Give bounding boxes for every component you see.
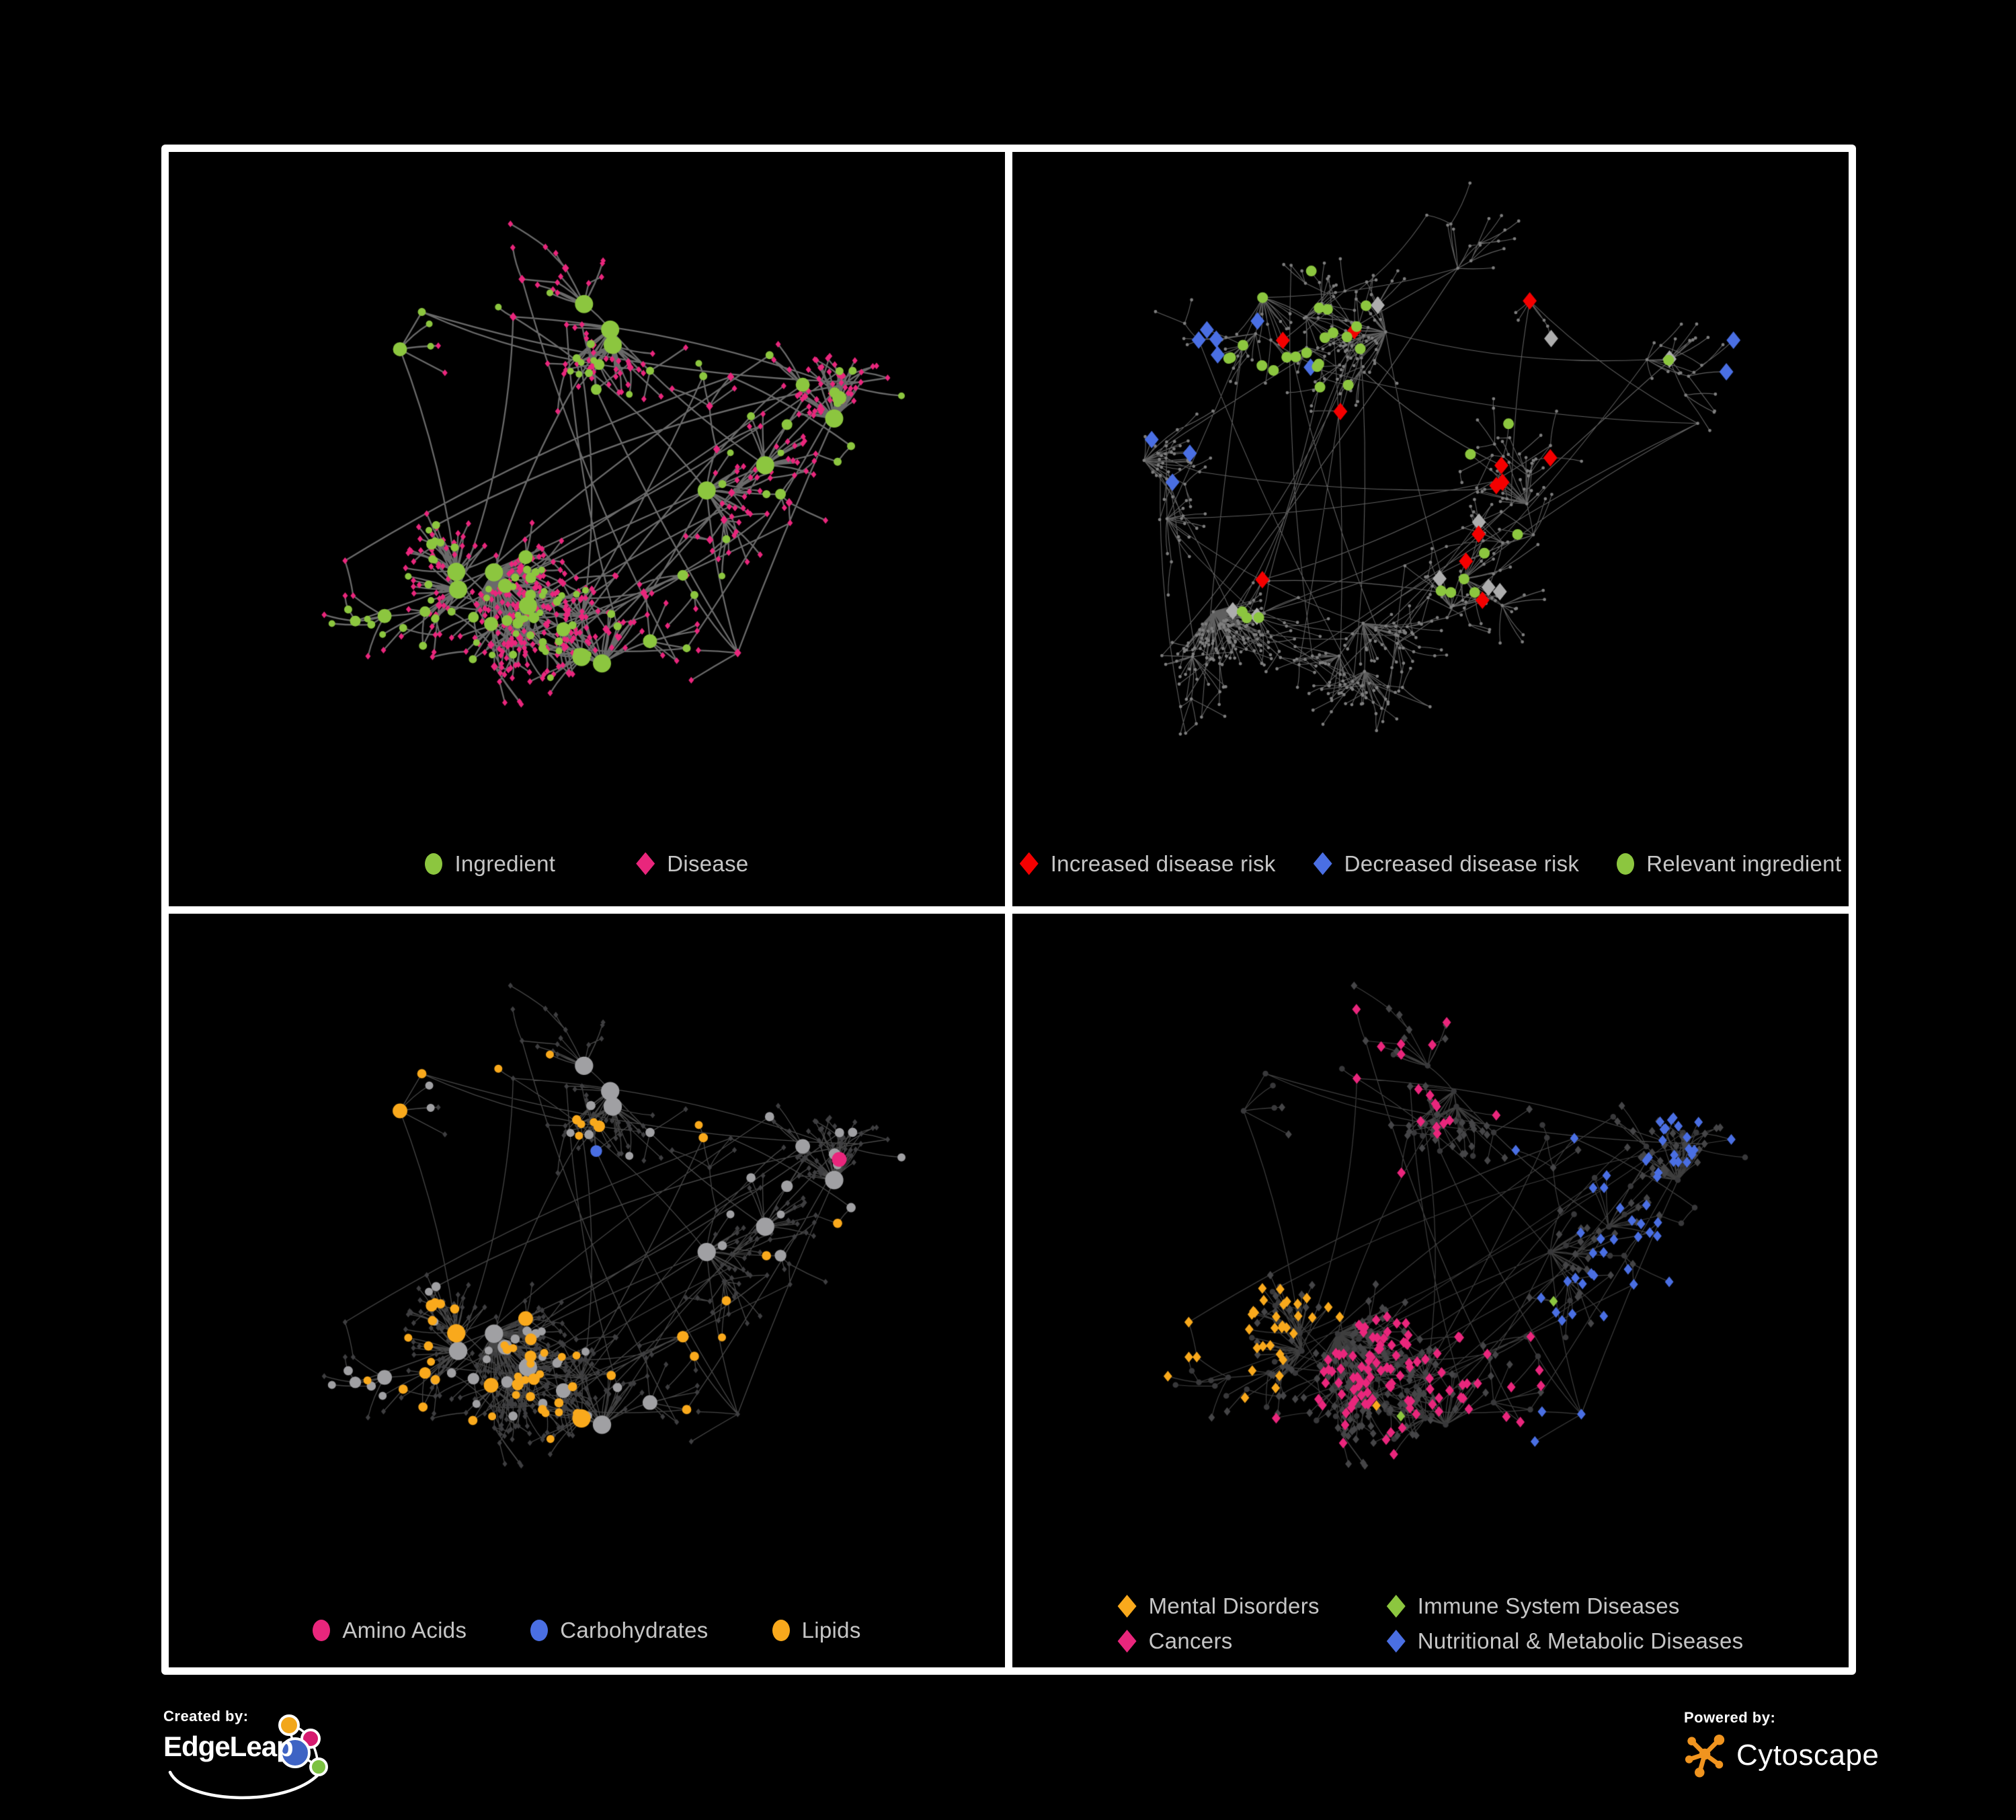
ingredient-marker-icon <box>425 853 443 875</box>
decreased-risk-marker-icon <box>1313 852 1332 875</box>
cytoscape-logo-icon <box>1685 1734 1725 1778</box>
cytoscape-wordmark: Cytoscape <box>1736 1739 1880 1772</box>
immune-diseases-marker-icon <box>1386 1595 1406 1618</box>
disease-marker-icon <box>636 852 655 875</box>
legend-label: Decreased disease risk <box>1344 850 1580 876</box>
network-canvas-disease-risk <box>1012 152 1849 906</box>
panel-ingredient-disease: Ingredient Disease <box>169 152 1005 906</box>
legend-item-increased-risk: Increased disease risk <box>1019 850 1276 877</box>
edgeleap-credit: Created by: EdgeLeap <box>163 1708 385 1802</box>
legend-label: Carbohydrates <box>560 1618 709 1643</box>
network-canvas-ingredient-disease <box>169 152 1005 906</box>
cancers-marker-icon <box>1117 1630 1137 1653</box>
legend-disease-risk: Increased disease risk Decreased disease… <box>1012 851 1849 877</box>
nutritional-metabolic-marker-icon <box>1386 1630 1406 1653</box>
powered-by-label: Powered by: <box>1684 1709 1776 1726</box>
legend-label: Increased disease risk <box>1050 850 1276 876</box>
legend-label: Ingredient <box>454 850 556 876</box>
created-by-label: Created by: <box>163 1708 249 1725</box>
panel-disease-risk: Increased disease risk Decreased disease… <box>1012 152 1849 906</box>
panel-disease-classes: Mental Disorders Immune System Diseases … <box>1012 913 1849 1667</box>
lipids-marker-icon <box>772 1620 790 1641</box>
legend-label: Immune System Diseases <box>1417 1593 1680 1618</box>
legend-item-decreased-risk: Decreased disease risk <box>1313 850 1580 877</box>
legend-label: Nutritional & Metabolic Diseases <box>1417 1628 1744 1653</box>
edgeleap-wordmark: EdgeLeap <box>163 1731 294 1762</box>
legend-item-immune-diseases: Immune System Diseases <box>1386 1593 1744 1619</box>
edgeleap-logo-icon <box>168 1714 328 1800</box>
legend-item-ingredient: Ingredient <box>425 851 555 877</box>
legend-item-amino-acids: Amino Acids <box>313 1618 467 1643</box>
legend-label: Amino Acids <box>342 1618 467 1643</box>
amino-acids-marker-icon <box>313 1620 331 1641</box>
network-canvas-disease-classes <box>1012 913 1849 1667</box>
legend-label: Lipids <box>801 1618 861 1643</box>
legend-label: Relevant ingredient <box>1646 850 1842 876</box>
panel-nutrient-classes: Amino Acids Carbohydrates Lipids <box>169 913 1005 1667</box>
increased-risk-marker-icon <box>1019 852 1039 875</box>
legend-item-carbohydrates: Carbohydrates <box>530 1618 708 1643</box>
legend-item-mental-disorders: Mental Disorders <box>1117 1593 1320 1619</box>
network-canvas-nutrient-classes <box>169 913 1005 1667</box>
legend-item-lipids: Lipids <box>772 1618 861 1643</box>
panel-grid: Ingredient Disease Increased disease ris… <box>161 145 1856 1675</box>
legend-ingredient-disease: Ingredient Disease <box>169 851 1005 877</box>
relevant-ingredient-marker-icon <box>1617 853 1635 875</box>
legend-item-relevant-ingredient: Relevant ingredient <box>1617 851 1841 877</box>
legend-item-cancers: Cancers <box>1117 1628 1320 1654</box>
legend-label: Cancers <box>1148 1628 1233 1653</box>
legend-nutrient-classes: Amino Acids Carbohydrates Lipids <box>169 1618 1005 1643</box>
carbohydrates-marker-icon <box>530 1620 549 1641</box>
legend-label: Mental Disorders <box>1148 1593 1320 1618</box>
legend-item-disease: Disease <box>636 851 748 877</box>
cytoscape-credit: Powered by: Cytoscape <box>1684 1709 1906 1779</box>
mental-disorders-marker-icon <box>1117 1595 1137 1618</box>
legend-item-nutritional-metabolic: Nutritional & Metabolic Diseases <box>1386 1628 1744 1654</box>
legend-label: Disease <box>667 850 749 876</box>
legend-disease-classes: Mental Disorders Immune System Diseases … <box>1117 1593 1744 1654</box>
